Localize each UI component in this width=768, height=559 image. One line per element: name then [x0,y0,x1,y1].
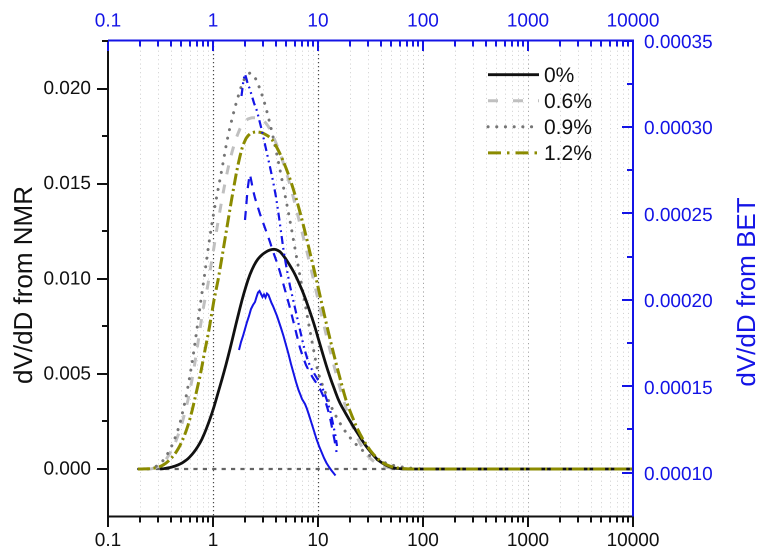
svg-text:1.2%: 1.2% [544,142,592,165]
svg-text:0.010: 0.010 [43,268,91,289]
svg-text:100: 100 [407,11,439,32]
svg-text:0.00015: 0.00015 [644,378,713,399]
svg-text:10: 10 [307,11,328,32]
svg-text:dV/dD from BET: dV/dD from BET [731,197,761,386]
svg-text:0.1: 0.1 [95,11,121,32]
svg-text:10: 10 [307,530,328,551]
svg-text:0.00030: 0.00030 [644,118,713,139]
svg-text:1: 1 [208,11,219,32]
svg-text:1000: 1000 [507,11,549,32]
svg-text:10000: 10000 [607,530,660,551]
svg-text:1: 1 [208,530,219,551]
svg-text:0.015: 0.015 [43,173,91,194]
svg-text:100: 100 [407,530,439,551]
svg-text:0.00025: 0.00025 [644,205,713,226]
svg-text:0.00010: 0.00010 [644,464,713,485]
svg-text:0.00035: 0.00035 [644,32,713,53]
svg-text:dV/dD from NMR: dV/dD from NMR [8,186,38,384]
svg-text:0.005: 0.005 [43,363,91,384]
svg-text:0.00020: 0.00020 [644,291,713,312]
svg-text:1000: 1000 [507,530,549,551]
svg-text:0.6%: 0.6% [544,90,592,113]
svg-text:10000: 10000 [607,11,660,32]
svg-text:0.000: 0.000 [43,459,91,480]
svg-text:0.1: 0.1 [95,530,121,551]
svg-text:0%: 0% [544,64,574,87]
svg-text:0.9%: 0.9% [544,116,592,139]
svg-text:0.020: 0.020 [43,78,91,99]
